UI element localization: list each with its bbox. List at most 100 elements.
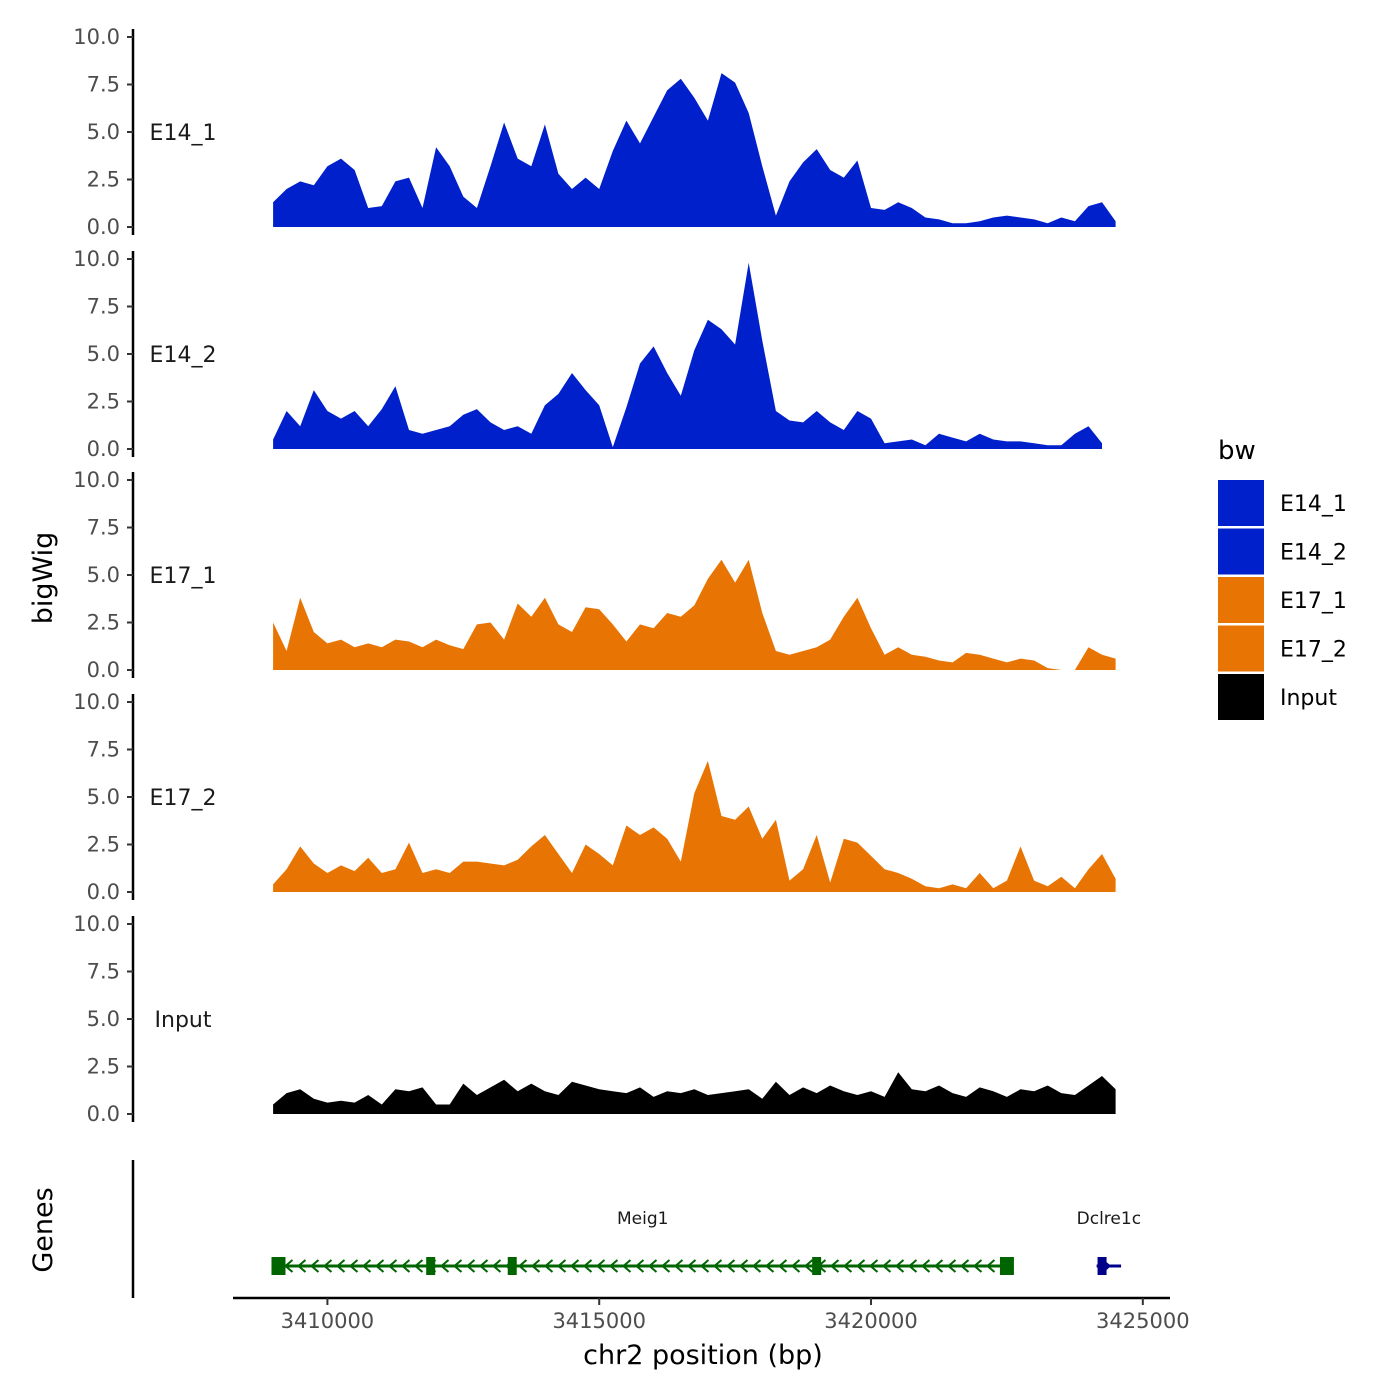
legend-label: E17_1	[1280, 589, 1347, 614]
y-tick-label: 5.0	[87, 563, 120, 587]
legend-entry: E14_2	[1218, 528, 1347, 575]
strand-arrow-mark	[348, 1259, 359, 1273]
strand-arrow-mark	[751, 1259, 762, 1273]
legend-entry: E14_1	[1218, 480, 1347, 526]
strand-arrow-mark	[725, 1259, 736, 1273]
exon-block	[271, 1257, 286, 1275]
x-axis-title: chr2 position (bp)	[583, 1340, 823, 1371]
strand-arrow-mark	[296, 1259, 307, 1273]
exon-block	[1097, 1257, 1107, 1275]
legend-entry: E17_1	[1218, 577, 1347, 623]
strand-arrow-mark	[452, 1259, 463, 1273]
strand-arrow-mark	[894, 1259, 905, 1273]
strand-arrow-mark	[439, 1259, 450, 1273]
exon-block	[812, 1257, 822, 1275]
y-tick-label: 7.5	[87, 295, 120, 319]
strand-arrow-mark	[387, 1259, 398, 1273]
track-panel-e14-2: 0.0 2.5 5.0 7.5 10.0 E14_2	[73, 247, 1103, 461]
track-panel-e17-2: 0.0 2.5 5.0 7.5 10.0 E17_2	[73, 690, 1116, 904]
y-tick-label: 0.0	[87, 880, 120, 904]
legend-swatch	[1218, 528, 1264, 575]
y-tick-label: 10.0	[73, 690, 120, 714]
track-label: E17_1	[150, 564, 217, 589]
y-tick-label: 2.5	[87, 611, 120, 635]
y-axis-title: bigWig	[28, 532, 59, 625]
strand-arrow-mark	[374, 1259, 385, 1273]
strand-arrow-mark	[907, 1259, 918, 1273]
y-tick-label: 7.5	[87, 516, 120, 540]
y-tick-label: 10.0	[73, 468, 120, 492]
legend-swatch	[1218, 480, 1264, 526]
genes-axis-title: Genes	[28, 1187, 59, 1272]
strand-arrow-mark	[699, 1259, 710, 1273]
legend-title: bw	[1218, 436, 1256, 466]
strand-arrow-mark	[413, 1259, 424, 1273]
exon-block	[999, 1257, 1014, 1275]
y-tick-label: 2.5	[87, 833, 120, 857]
strand-arrow-mark	[309, 1259, 320, 1273]
y-tick-label: 0.0	[87, 658, 120, 682]
legend: bw E14_1 E14_2 E17_1 E17_2 Input	[1218, 436, 1347, 720]
strand-arrow-mark	[881, 1259, 892, 1273]
legend-entry: E17_2	[1218, 625, 1347, 672]
strand-arrow-mark	[335, 1259, 346, 1273]
x-axis: 3410000 3415000 3420000 3425000	[233, 1296, 1190, 1333]
y-tick-label: 5.0	[87, 120, 120, 144]
strand-arrow-mark	[660, 1259, 671, 1273]
legend-label: E17_2	[1280, 638, 1347, 663]
track-label: E17_2	[150, 786, 217, 811]
strand-arrow-mark	[582, 1259, 593, 1273]
legend-swatch	[1218, 625, 1264, 672]
y-tick-label: 0.0	[87, 1102, 120, 1126]
gene-name-label: Dclre1c	[1077, 1209, 1141, 1229]
strand-arrow-mark	[608, 1259, 619, 1273]
signal-area-e17-1	[273, 559, 1116, 670]
y-tick-label: 10.0	[73, 25, 120, 49]
strand-arrow-mark	[634, 1259, 645, 1273]
strand-arrow-mark	[621, 1259, 632, 1273]
y-tick-label: 5.0	[87, 1007, 120, 1031]
strand-arrow-mark	[400, 1259, 411, 1273]
strand-arrow-mark	[517, 1259, 528, 1273]
strand-arrow-mark	[855, 1259, 866, 1273]
strand-arrow-mark	[673, 1259, 684, 1273]
strand-arrow-mark	[920, 1259, 931, 1273]
x-tick-label: 3410000	[281, 1309, 375, 1333]
y-tick-label: 7.5	[87, 960, 120, 984]
gene-name-label: Meig1	[617, 1209, 668, 1229]
strand-arrow-mark	[985, 1259, 996, 1273]
legend-entry: Input	[1218, 674, 1337, 720]
strand-arrow-mark	[933, 1259, 944, 1273]
strand-arrow-mark	[465, 1259, 476, 1273]
track-panel-input: 0.0 2.5 5.0 7.5 10.0 Input	[73, 912, 1116, 1126]
x-tick-label: 3415000	[552, 1309, 646, 1333]
strand-arrow-mark	[712, 1259, 723, 1273]
x-tick-label: 3420000	[824, 1309, 918, 1333]
y-tick-label: 0.0	[87, 437, 120, 461]
legend-label: Input	[1280, 686, 1337, 711]
gene-meig1: Meig1	[271, 1209, 1014, 1275]
y-tick-label: 0.0	[87, 215, 120, 239]
y-tick-label: 2.5	[87, 1055, 120, 1079]
legend-label: E14_1	[1280, 492, 1347, 517]
track-panel-e17-1: 0.0 2.5 5.0 7.5 10.0 E17_1	[73, 468, 1116, 682]
legend-label: E14_2	[1280, 541, 1347, 566]
y-tick-label: 5.0	[87, 785, 120, 809]
strand-arrow-mark	[959, 1259, 970, 1273]
strand-arrow-mark	[829, 1259, 840, 1273]
strand-arrow-mark	[556, 1259, 567, 1273]
y-tick-label: 7.5	[87, 738, 120, 762]
signal-area-input	[273, 1072, 1116, 1114]
y-tick-label: 2.5	[87, 168, 120, 192]
track-label: Input	[155, 1008, 212, 1033]
strand-arrow-mark	[842, 1259, 853, 1273]
strand-arrow-mark	[738, 1259, 749, 1273]
y-tick-label: 7.5	[87, 73, 120, 97]
signal-area-e14-2	[273, 262, 1103, 449]
strand-arrow-mark	[777, 1259, 788, 1273]
strand-arrow-mark	[972, 1259, 983, 1273]
strand-arrow-mark	[647, 1259, 658, 1273]
signal-tracks: 0.0 2.5 5.0 7.5 10.0 E14_1 0.0 2.5 5.0 7.5 10.0 E14…	[73, 25, 1116, 1126]
track-label: E14_2	[150, 343, 217, 368]
